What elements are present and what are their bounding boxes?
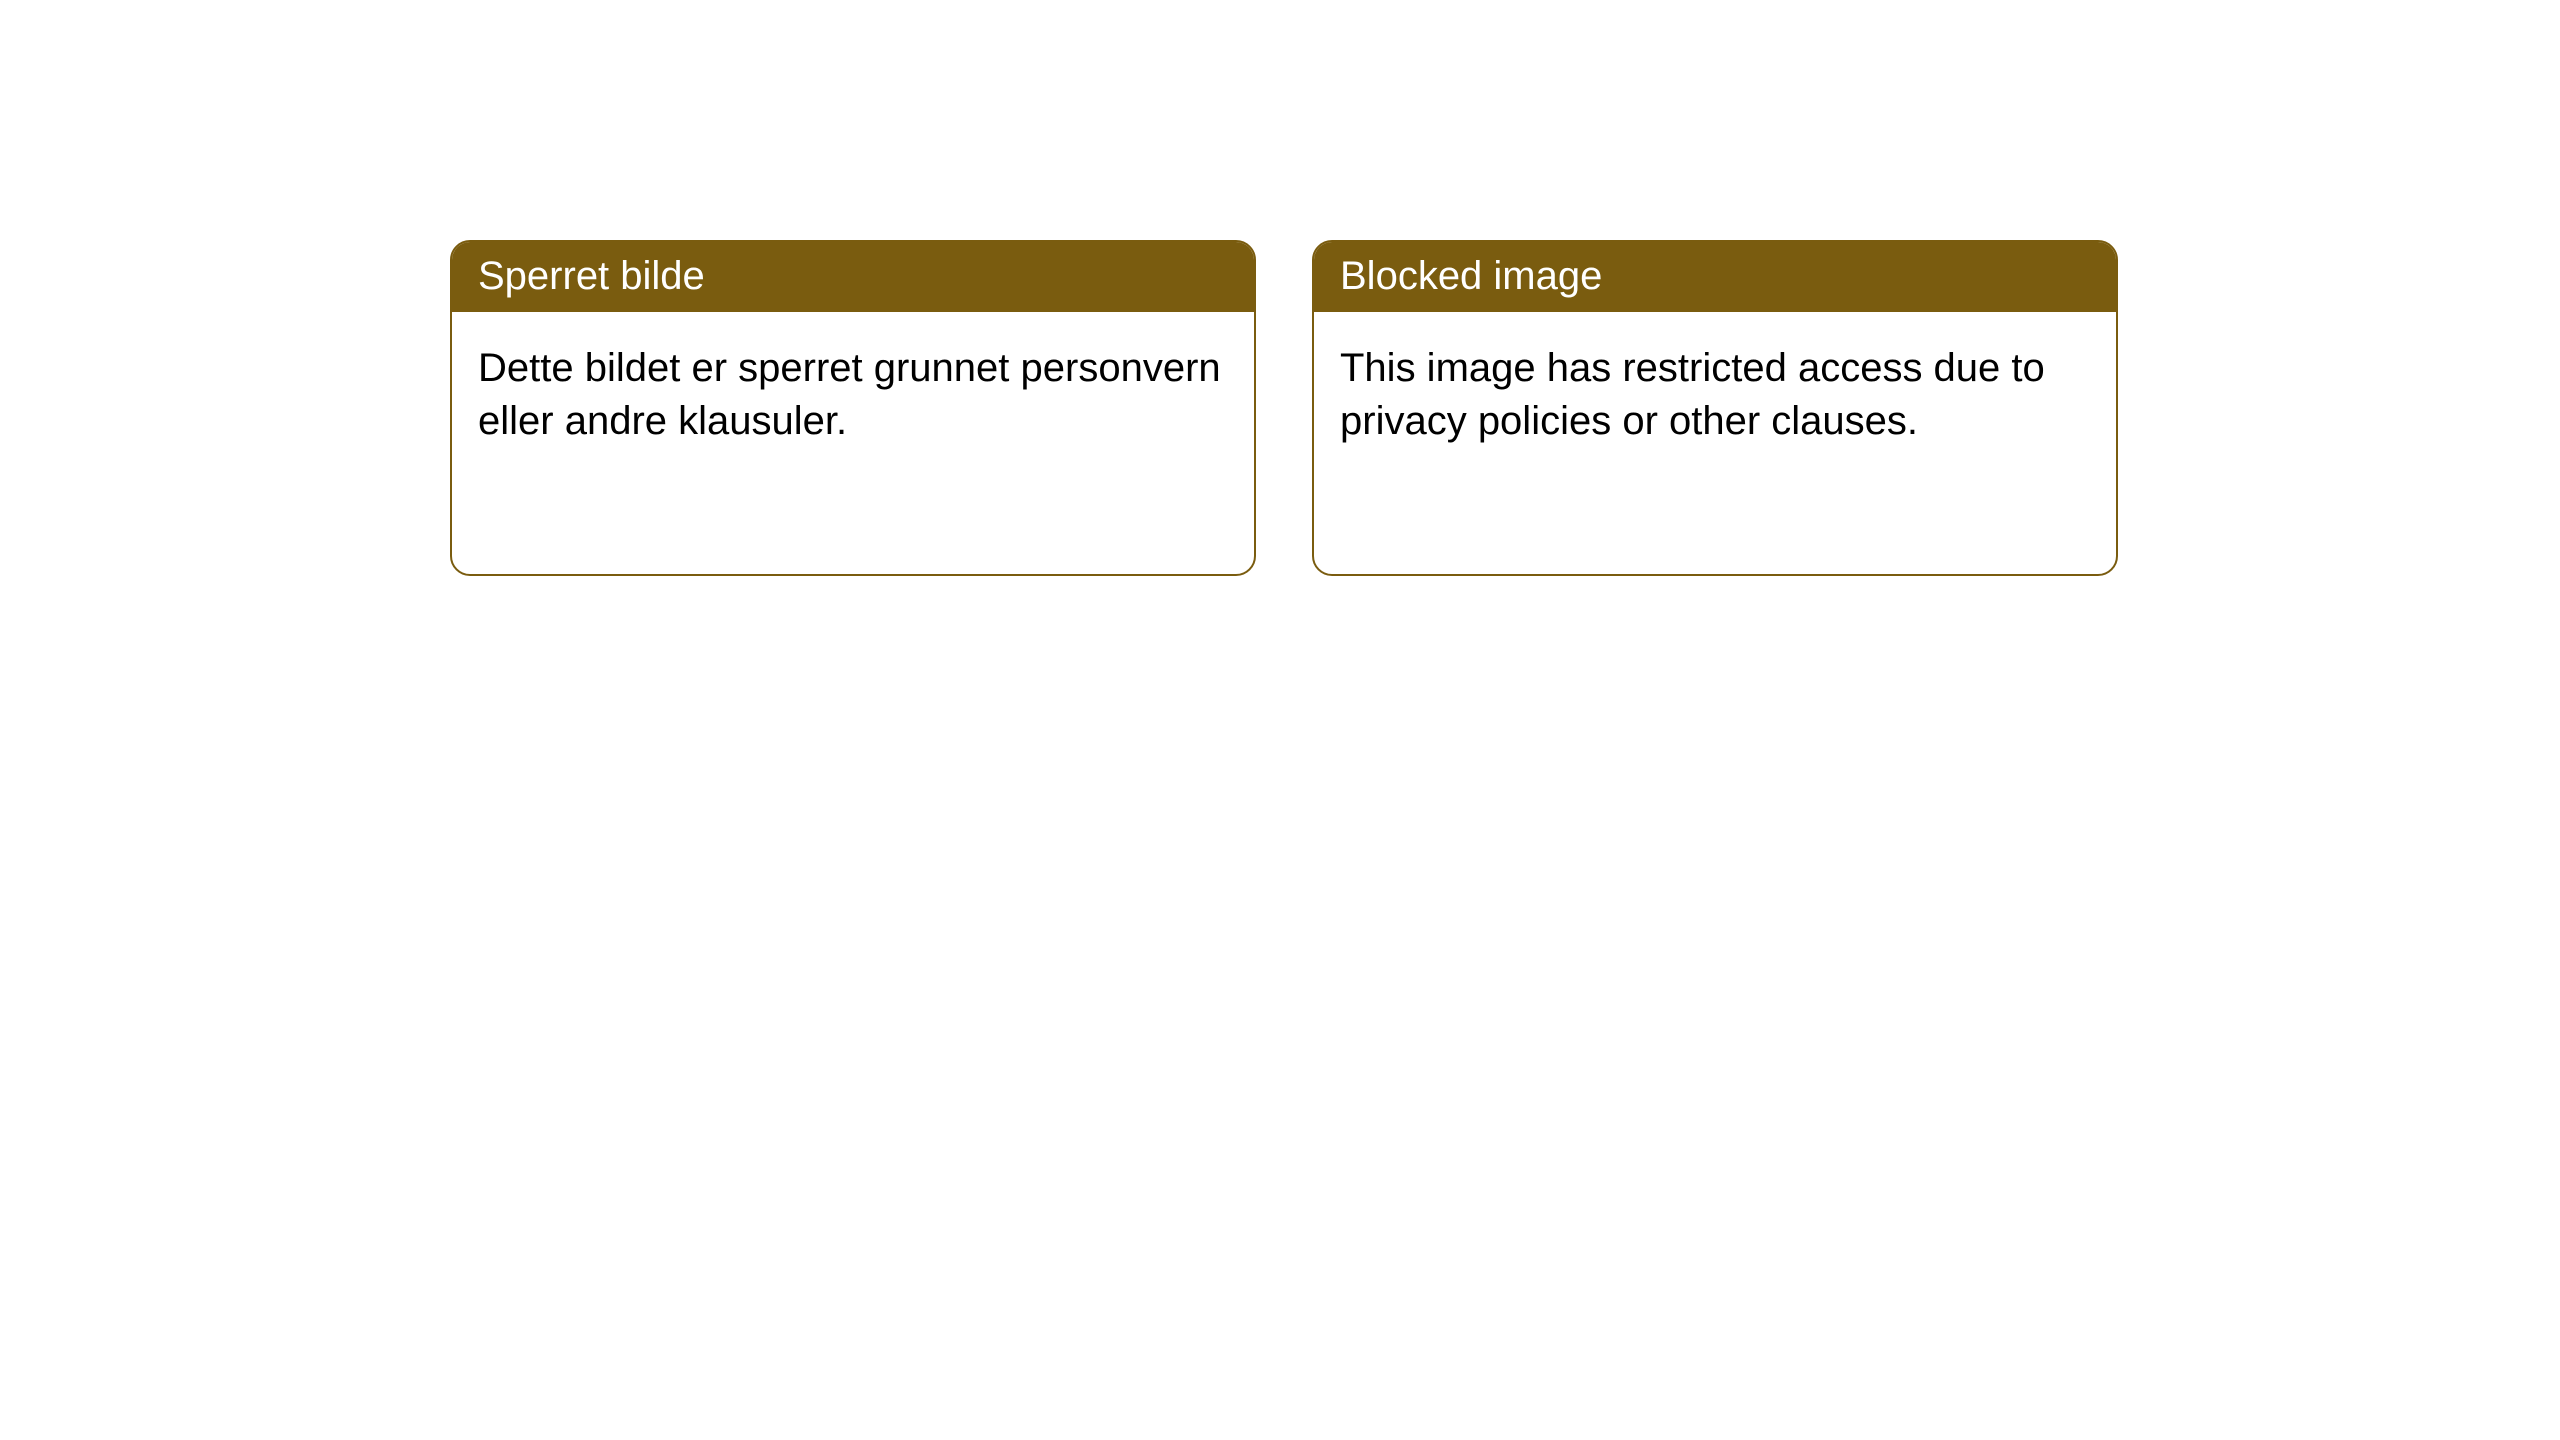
notice-container: Sperret bilde Dette bildet er sperret gr… — [0, 0, 2560, 576]
notice-header: Sperret bilde — [452, 242, 1254, 312]
notice-body: This image has restricted access due to … — [1314, 312, 2116, 478]
notice-card-english: Blocked image This image has restricted … — [1312, 240, 2118, 576]
notice-header: Blocked image — [1314, 242, 2116, 312]
notice-card-norwegian: Sperret bilde Dette bildet er sperret gr… — [450, 240, 1256, 576]
notice-body: Dette bildet er sperret grunnet personve… — [452, 312, 1254, 478]
